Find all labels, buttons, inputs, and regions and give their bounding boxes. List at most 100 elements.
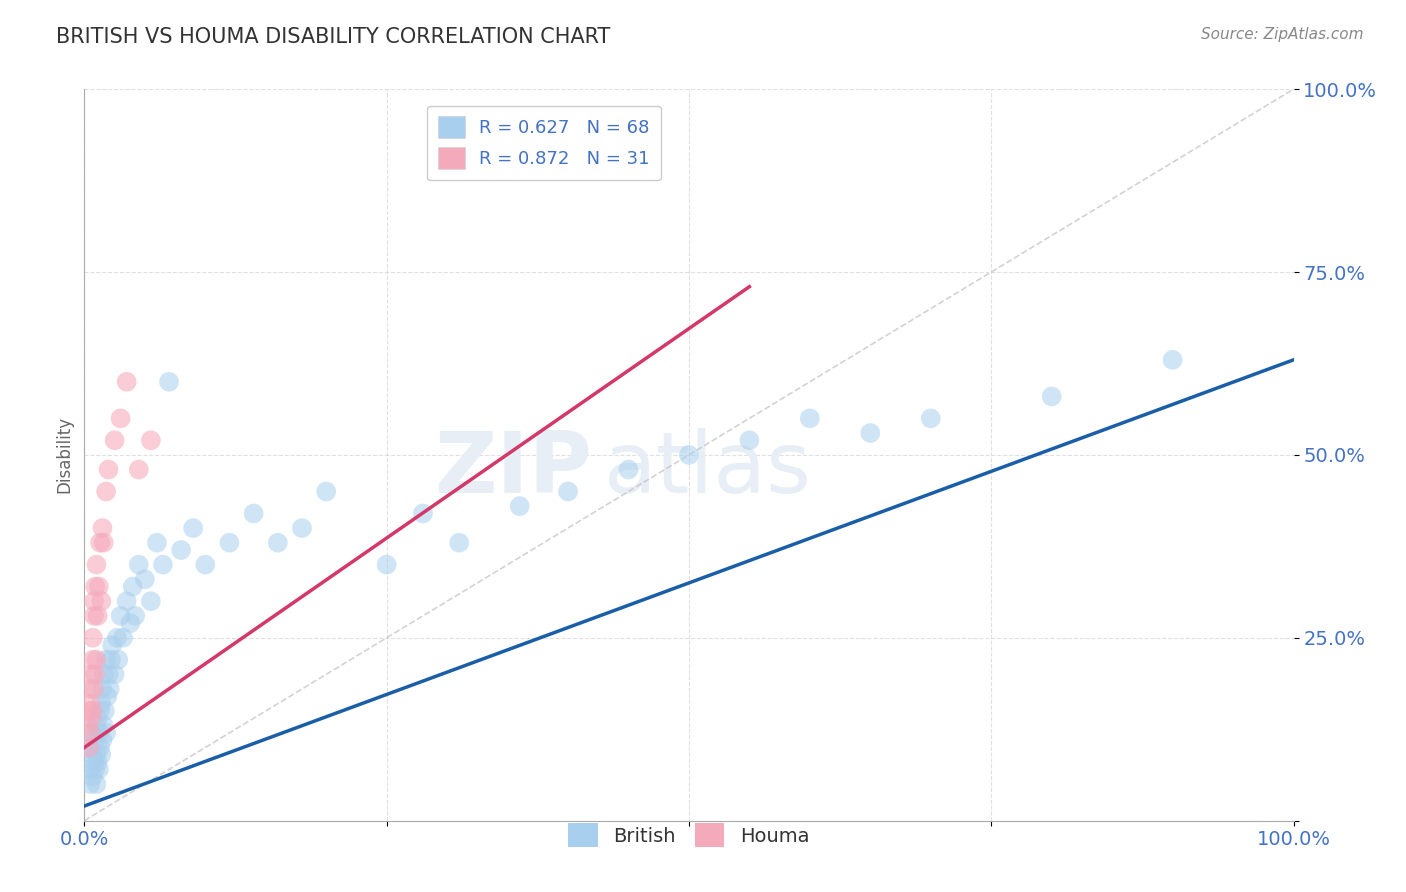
Point: [181, 521, 204, 535]
Point: [134, 572, 156, 586]
Point: [96, 690, 118, 704]
Point: [449, 535, 471, 549]
Point: [152, 558, 174, 572]
Legend: British, Houma: British, Houma: [561, 815, 817, 855]
Point: [100, 653, 122, 667]
Point: [112, 631, 135, 645]
Point: [84, 733, 107, 747]
Point: [94, 726, 117, 740]
Point: [859, 425, 882, 440]
Point: [86, 718, 108, 732]
Point: [557, 484, 579, 499]
Point: [101, 638, 124, 652]
Point: [93, 667, 115, 681]
Point: [91, 521, 114, 535]
Point: [83, 608, 105, 623]
Point: [86, 558, 108, 572]
Point: [93, 535, 115, 549]
Point: [90, 697, 112, 711]
Point: [86, 608, 108, 623]
Point: [1161, 352, 1184, 367]
Point: [89, 740, 111, 755]
Text: Source: ZipAtlas.com: Source: ZipAtlas.com: [1201, 27, 1364, 42]
Point: [267, 535, 290, 549]
Point: [121, 580, 143, 594]
Point: [97, 667, 120, 681]
Point: [375, 558, 398, 572]
Point: [139, 434, 162, 448]
Point: [678, 448, 700, 462]
Point: [86, 653, 108, 667]
Point: [79, 697, 101, 711]
Point: [146, 535, 169, 549]
Point: [509, 499, 531, 513]
Text: atlas: atlas: [605, 428, 813, 511]
Point: [1040, 389, 1063, 403]
Point: [90, 747, 112, 762]
Point: [157, 375, 180, 389]
Point: [89, 535, 111, 549]
Point: [91, 681, 114, 696]
Point: [79, 681, 101, 696]
Point: [738, 434, 761, 448]
Point: [315, 484, 337, 499]
Point: [170, 543, 193, 558]
Point: [91, 733, 114, 747]
Text: ZIP: ZIP: [434, 428, 592, 511]
Y-axis label: Disability: Disability: [55, 417, 73, 493]
Point: [82, 704, 104, 718]
Point: [79, 740, 101, 755]
Point: [94, 653, 117, 667]
Point: [84, 667, 107, 681]
Point: [115, 594, 138, 608]
Point: [89, 704, 111, 718]
Point: [80, 667, 103, 681]
Text: BRITISH VS HOUMA DISABILITY CORRELATION CHART: BRITISH VS HOUMA DISABILITY CORRELATION …: [56, 27, 610, 46]
Point: [128, 462, 150, 476]
Point: [120, 616, 142, 631]
Point: [83, 594, 105, 608]
Point: [86, 755, 108, 769]
Point: [94, 704, 117, 718]
Point: [128, 558, 150, 572]
Point: [86, 747, 108, 762]
Point: [86, 711, 108, 725]
Point: [83, 755, 105, 769]
Point: [105, 631, 128, 645]
Point: [242, 507, 264, 521]
Point: [79, 763, 101, 777]
Point: [79, 726, 101, 740]
Point: [93, 718, 115, 732]
Point: [77, 704, 100, 718]
Point: [124, 608, 146, 623]
Point: [86, 777, 108, 791]
Point: [110, 411, 132, 425]
Point: [82, 770, 104, 784]
Point: [84, 763, 107, 777]
Point: [218, 535, 240, 549]
Point: [104, 667, 127, 681]
Point: [291, 521, 314, 535]
Point: [82, 747, 104, 762]
Point: [412, 507, 434, 521]
Point: [799, 411, 821, 425]
Point: [194, 558, 217, 572]
Point: [82, 631, 104, 645]
Point: [80, 711, 103, 725]
Point: [83, 681, 105, 696]
Point: [110, 608, 132, 623]
Point: [79, 777, 101, 791]
Point: [90, 594, 112, 608]
Point: [98, 681, 121, 696]
Point: [115, 375, 138, 389]
Point: [84, 580, 107, 594]
Point: [139, 594, 162, 608]
Point: [107, 653, 129, 667]
Point: [617, 462, 640, 476]
Point: [97, 462, 120, 476]
Point: [83, 726, 105, 740]
Point: [920, 411, 942, 425]
Point: [82, 653, 104, 667]
Point: [87, 763, 110, 777]
Point: [104, 434, 127, 448]
